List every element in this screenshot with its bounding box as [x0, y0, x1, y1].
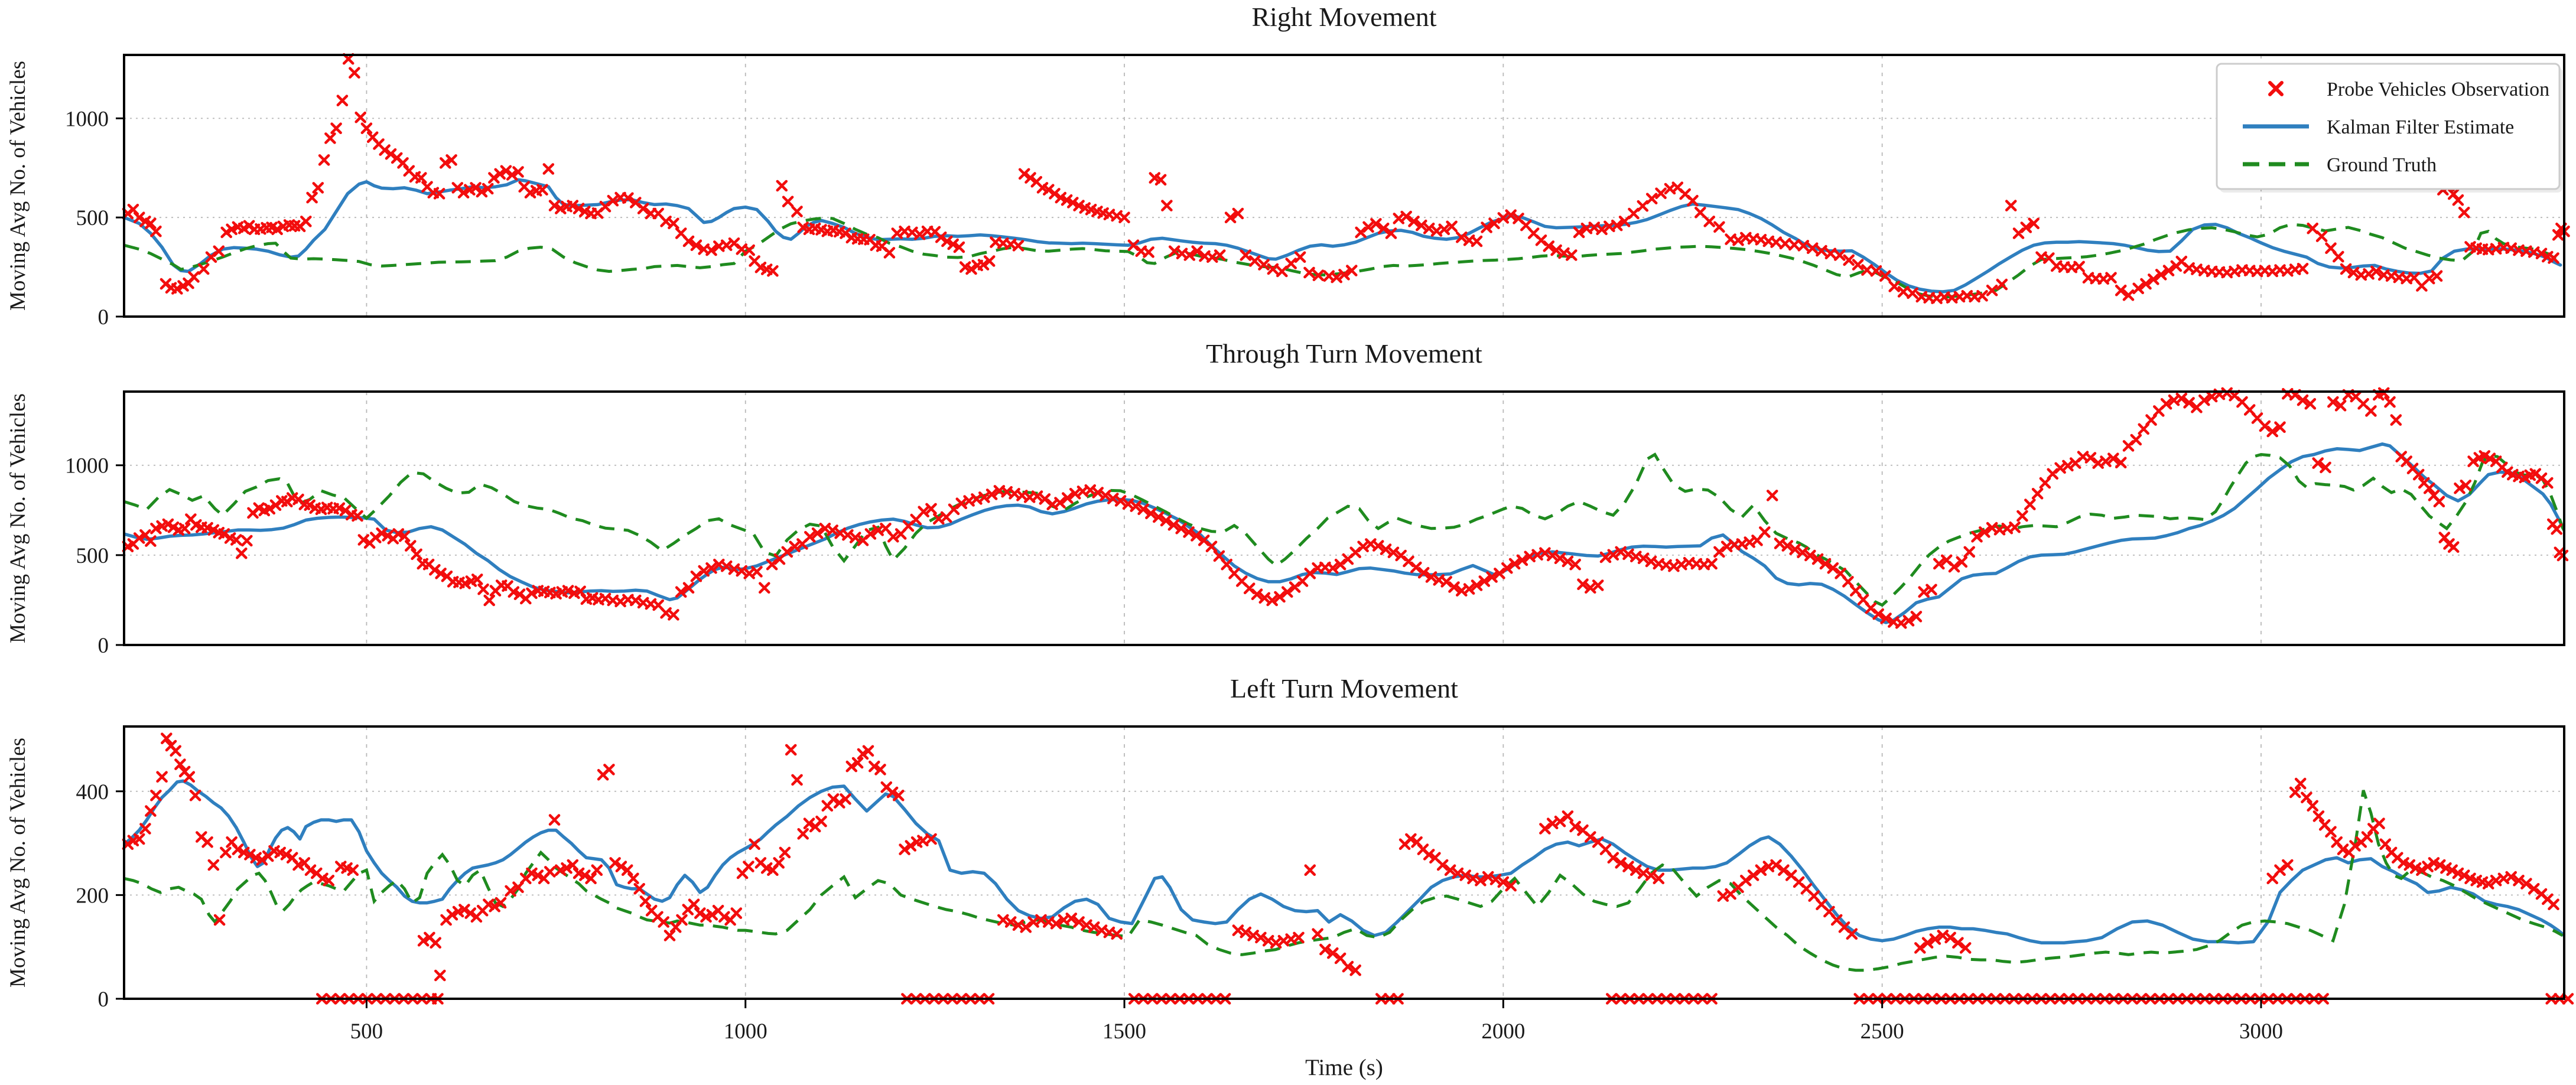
- subplot-left-turn-movement: 0 200 400 500 1000 1500 2000 2500 3000 Time (s) Le…: [6, 673, 2574, 1080]
- x-marker-path: [122, 53, 2570, 304]
- y-tick-label: 0: [98, 305, 109, 330]
- axes-frame: [123, 54, 2565, 318]
- y-axis-label: Moving Avg No. of Vehicles: [6, 61, 30, 311]
- y-axis-label: Moving Avg No. of Vehicles: [6, 738, 30, 988]
- x-tick-label: 3000: [2239, 1019, 2283, 1044]
- x-tick-label: 2000: [1481, 1019, 1525, 1044]
- subplot-through-turn-movement: 0 500 1000 Through Turn Movement Moving Avg …: [6, 338, 2569, 658]
- y-tick-label: 0: [98, 988, 109, 1012]
- subplot-title: Through Turn Movement: [1206, 338, 1482, 369]
- plot-area: [124, 726, 2564, 999]
- y-tick-label: 400: [76, 780, 109, 804]
- legend: Probe Vehicles Observation Kalman Filter …: [2216, 63, 2562, 193]
- kalman-filter-line: [124, 779, 2564, 944]
- y-tick-label: 1000: [65, 107, 109, 131]
- subplot-title: Left Turn Movement: [1230, 673, 1458, 703]
- legend-item-label: Ground Truth: [2327, 154, 2437, 176]
- y-tick-label: 500: [76, 544, 109, 568]
- subplot-title: Right Movement: [1251, 2, 1436, 32]
- legend-item-label: Probe Vehicles Observation: [2327, 79, 2549, 100]
- x-tick-label: 1500: [1102, 1019, 1146, 1044]
- x-tick-label: 2500: [1861, 1019, 1904, 1044]
- axes-frame: [123, 725, 2565, 1000]
- ground-truth-line: [124, 790, 2564, 972]
- legend-item-label: Kalman Filter Estimate: [2327, 116, 2514, 138]
- legend-observation-marker-icon: [2268, 81, 2284, 96]
- x-axis-label: Time (s): [1305, 1055, 1383, 1080]
- ground-truth-line: [124, 452, 2564, 607]
- axes-frame: [123, 390, 2565, 646]
- legend-box: [2216, 63, 2561, 190]
- x-marker-path: [122, 387, 2569, 629]
- y-tick-label: 500: [76, 206, 109, 230]
- subplot-right-movement: 0 500 1000 Right Movement Moving Avg No. of …: [6, 2, 2570, 330]
- ground-truth-line: [124, 216, 2562, 299]
- x-tick-label: 500: [350, 1019, 383, 1044]
- probe-observation-markers: [122, 53, 2570, 304]
- y-tick-label: 200: [76, 884, 109, 908]
- y-tick-label: 1000: [65, 454, 109, 478]
- probe-observation-markers: [122, 387, 2569, 629]
- y-axis-label: Moving Avg No. of Vehicles: [6, 393, 30, 643]
- x-tick-label: 1000: [724, 1019, 767, 1044]
- kalman-filter-line: [124, 178, 2562, 294]
- y-tick-label: 0: [98, 634, 109, 658]
